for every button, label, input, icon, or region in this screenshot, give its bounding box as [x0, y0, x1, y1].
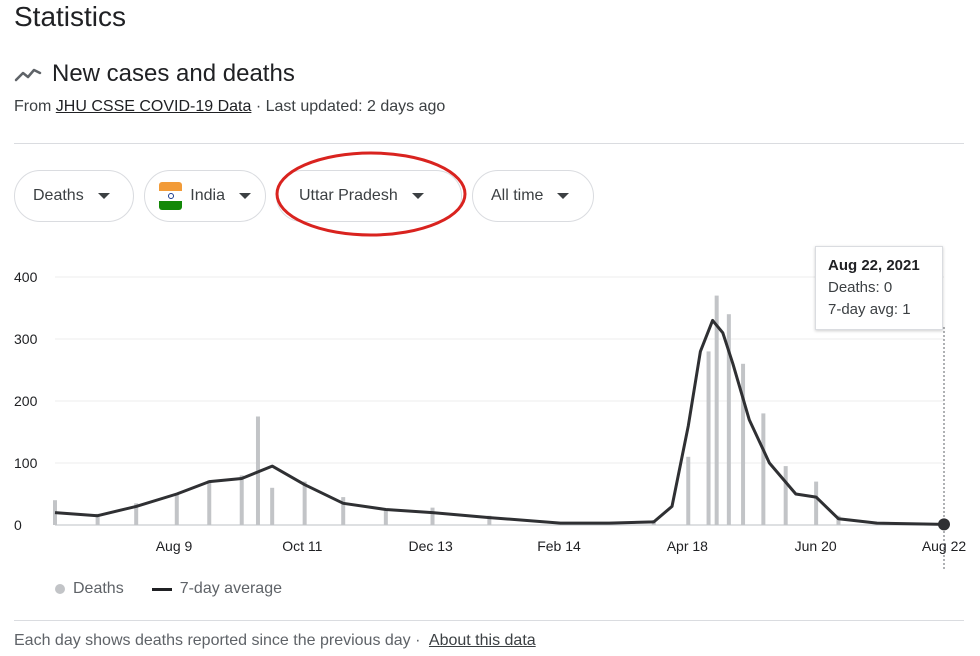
y-tick-label: 100 [14, 455, 38, 471]
deaths-bar [134, 503, 139, 525]
source-separator: · [255, 98, 262, 115]
x-tick-label: Aug 22 [922, 538, 967, 554]
legend-line-swatch [151, 587, 172, 591]
x-tick-label: Apr 18 [667, 538, 708, 554]
hover-point [938, 518, 950, 531]
x-tick-label: Feb 14 [537, 538, 581, 554]
deaths-bar [783, 466, 788, 525]
chevron-down-icon [557, 193, 570, 199]
divider [14, 143, 964, 144]
source-link[interactable]: JHU CSSE COVID-19 Data [55, 98, 252, 115]
chevron-down-icon [239, 193, 251, 199]
deaths-bar [383, 509, 388, 525]
deaths-bar [741, 363, 746, 525]
section-heading: New cases and deaths [52, 60, 295, 87]
chart-legend: Deaths 7-day average [55, 580, 282, 598]
india-flag-icon [159, 182, 183, 210]
country-label: India [190, 187, 225, 204]
divider [14, 620, 964, 621]
time-range-label: All time [491, 187, 544, 204]
page-title: Statistics [14, 1, 127, 32]
seven-day-average-line [54, 318, 945, 526]
metric-dropdown[interactable]: Deaths [14, 170, 134, 222]
chevron-down-icon [97, 193, 110, 199]
deaths-bar [270, 487, 275, 525]
y-tick-label: 0 [14, 517, 22, 533]
deaths-bar [487, 515, 492, 525]
deaths-bar [686, 456, 691, 525]
deaths-bar [95, 513, 100, 525]
x-tick-label: Dec 13 [408, 538, 453, 554]
legend-bars-label: Deaths [73, 580, 124, 597]
tooltip-date: Aug 22, 2021 [828, 257, 920, 274]
deaths-bar [239, 475, 244, 525]
tooltip-deaths: Deaths: 0 [828, 279, 893, 296]
y-tick-label: 300 [14, 331, 38, 347]
time-range-dropdown[interactable]: All time [472, 170, 594, 222]
metric-label: Deaths [33, 187, 84, 204]
legend-bar-swatch [55, 584, 65, 594]
deaths-bar [836, 515, 841, 525]
deaths-bar [174, 494, 179, 525]
region-label: Uttar Pradesh [299, 187, 398, 204]
deaths-bar [207, 480, 212, 525]
deaths-bar [706, 351, 711, 525]
section-header: New cases and deaths [14, 58, 295, 90]
footer-separator: · [415, 632, 421, 649]
source-prefix: From [14, 98, 52, 115]
y-tick-label: 400 [14, 269, 38, 285]
filter-bar: Deaths India Uttar Pradesh All time [14, 170, 594, 222]
deaths-bar [53, 500, 57, 525]
footer-text: Each day shows deaths reported since the… [14, 632, 411, 649]
deaths-chart[interactable]: 0 100 200 300 400 Aug 9 Oct 11 Dec 13 Feb 14 Apr … [0, 255, 980, 575]
x-tick-label: Oct 11 [282, 538, 322, 554]
deaths-bar [814, 481, 819, 525]
x-tick-label: Jun 20 [795, 538, 837, 554]
deaths-bar [430, 507, 435, 525]
footer: Each day shows deaths reported since the… [14, 632, 536, 650]
country-dropdown[interactable]: India [144, 170, 266, 222]
deaths-bar [341, 497, 346, 525]
region-dropdown[interactable]: Uttar Pradesh [276, 170, 462, 222]
x-tick-label: Aug 9 [156, 538, 193, 554]
deaths-bar [714, 295, 719, 525]
chevron-down-icon [411, 193, 424, 199]
chart-tooltip: Aug 22, 2021 Deaths: 0 7-day avg: 1 [815, 246, 943, 330]
y-tick-label: 200 [14, 393, 38, 409]
legend-line-label: 7-day average [179, 580, 282, 597]
deaths-bar [726, 314, 731, 525]
deaths-bar [761, 413, 766, 525]
trending-line-icon [14, 68, 42, 82]
source-line: From JHU CSSE COVID-19 Data · Last updat… [14, 98, 445, 116]
tooltip-average: 7-day avg: 1 [828, 301, 911, 318]
deaths-bar [302, 481, 307, 525]
about-data-link[interactable]: About this data [428, 632, 536, 649]
last-updated: Last updated: 2 days ago [265, 98, 446, 115]
